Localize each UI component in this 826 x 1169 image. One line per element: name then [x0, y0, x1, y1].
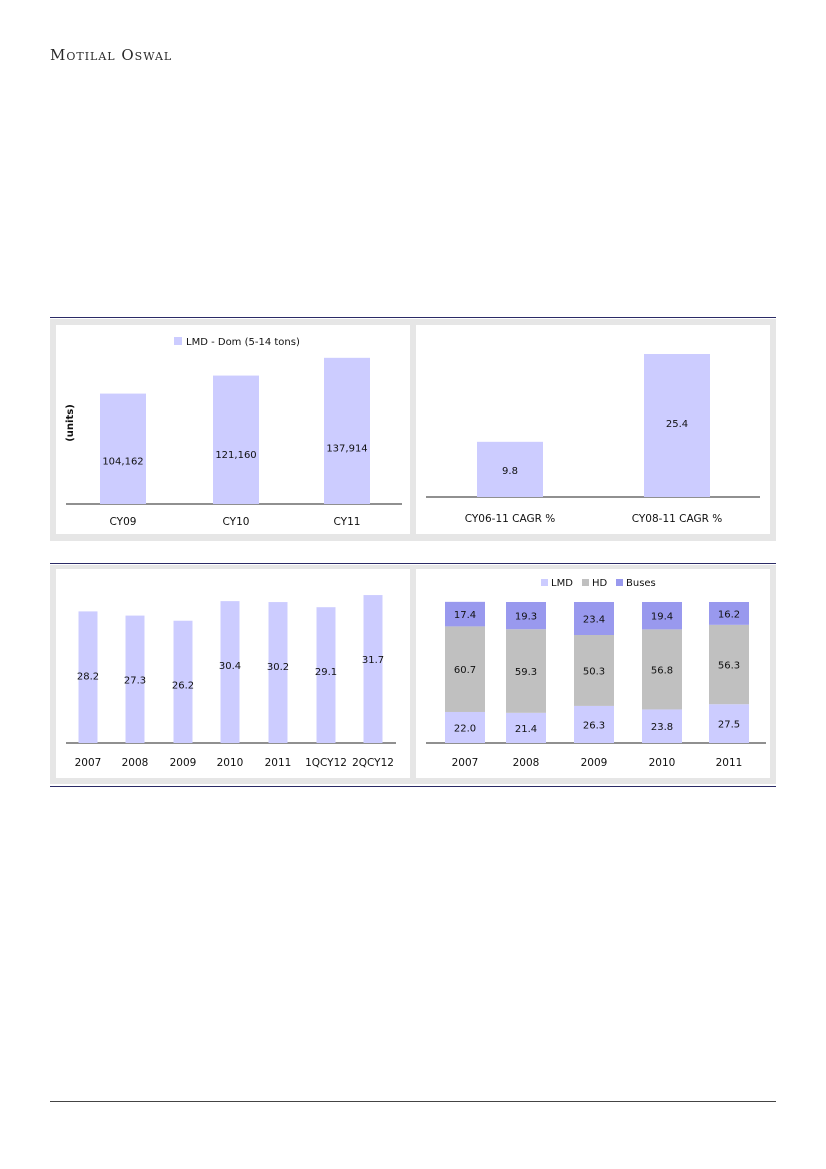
tick-label: 2009	[581, 757, 608, 769]
data-label: 31.7	[362, 655, 384, 666]
y-axis-label: (units)	[65, 404, 76, 442]
data-label: 30.4	[219, 661, 241, 672]
data-label: 137,914	[326, 443, 367, 454]
tick-label: CY09	[110, 516, 137, 528]
data-label: 21.4	[515, 724, 537, 735]
data-label: 60.7	[454, 665, 476, 676]
bar-segment-buses	[445, 601, 485, 627]
bar-segment-hd	[642, 629, 682, 710]
bar-cagr	[644, 354, 710, 497]
data-label: 17.4	[454, 610, 476, 621]
bar-segment-hd	[574, 634, 614, 706]
legend-swatch-hd	[582, 579, 589, 586]
data-label: 104,162	[102, 456, 143, 467]
data-label: 23.4	[583, 614, 605, 625]
bar-segment-hd	[709, 624, 749, 705]
tick-label: CY08-11 CAGR %	[632, 513, 723, 525]
tick-label: CY06-11 CAGR %	[465, 513, 556, 525]
tick-label: 2007	[452, 757, 479, 769]
data-label: 26.2	[172, 681, 194, 692]
tick-label: 1QCY12	[305, 757, 347, 769]
legend-swatch-buses	[616, 579, 623, 586]
tick-label: 2010	[217, 757, 244, 769]
tick-label: 2011	[265, 757, 292, 769]
chart-yearly-share: 28.2 2007 27.3 2008 26.2 2009 30.4 2010 30.2 2011…	[56, 569, 410, 778]
tick-label: CY10	[223, 516, 250, 528]
legend-label: HD	[592, 578, 608, 589]
data-label: 16.2	[718, 609, 740, 620]
tick-label: 2009	[170, 757, 197, 769]
tick-label: 2007	[75, 757, 102, 769]
bar-cy10	[213, 375, 259, 504]
data-label: 50.3	[583, 666, 605, 677]
bar-segment-lmd	[574, 705, 614, 743]
section-rule-bottom	[50, 786, 776, 787]
data-label: 29.1	[315, 667, 337, 678]
data-label: 121,160	[215, 450, 256, 461]
bar-segment-lmd	[445, 711, 485, 743]
tick-label: 2011	[716, 757, 743, 769]
legend-swatch-lmd-dom	[174, 337, 182, 345]
bar-segment-buses	[506, 602, 546, 630]
data-label: 27.3	[124, 676, 146, 687]
data-label: 9.8	[502, 466, 518, 477]
footer-rule	[50, 1101, 776, 1102]
data-label: 23.8	[651, 722, 673, 733]
legend-swatch-lmd	[541, 579, 548, 586]
tick-label: 2010	[649, 757, 676, 769]
chart-yearly-share-svg: 28.2 2007 27.3 2008 26.2 2009 30.4 2010 30.2 2011…	[66, 595, 396, 769]
chart-segment-mix-svg: 22.0 60.7 17.4 2007 21.4 59.3 19.3 2008 26.3 50.3…	[426, 578, 766, 769]
data-label: 28.2	[77, 671, 99, 682]
section-rule-middle	[50, 563, 776, 564]
bar-segment-buses	[574, 602, 614, 635]
tick-label: 2008	[513, 757, 540, 769]
data-label: 25.4	[666, 419, 688, 430]
chart-cagr-comparison-svg: 9.8 CY06-11 CAGR % 25.4 CY08-11 CAGR %	[426, 354, 760, 525]
tick-label: CY11	[334, 516, 361, 528]
bar-2011	[268, 602, 288, 743]
bar-segment-lmd	[506, 712, 546, 743]
data-label: 27.5	[718, 720, 740, 731]
bar-segment-hd	[506, 629, 546, 713]
data-label: 19.3	[515, 612, 537, 623]
bar-2007	[78, 611, 98, 743]
tick-label: 2QCY12	[352, 757, 394, 769]
data-label: 22.0	[454, 723, 476, 734]
bar-cy09	[100, 393, 146, 504]
bar-segment-buses	[709, 602, 749, 625]
chart-lmd-domestic-volumes: 104,162 CY09 121,160 CY10 137,914 CY11 LMD - D…	[56, 325, 410, 534]
tick-label: 2008	[122, 757, 149, 769]
bar-2010	[220, 601, 240, 743]
brand-logo: Motilal Oswal	[50, 46, 173, 64]
legend-label: Buses	[626, 578, 656, 589]
bar-segment-lmd	[709, 704, 749, 743]
bar-segment-buses	[642, 602, 682, 630]
chart-segment-mix: 22.0 60.7 17.4 2007 21.4 59.3 19.3 2008 26.3 50.3…	[416, 569, 770, 778]
legend-label: LMD	[551, 578, 573, 589]
data-label: 59.3	[515, 667, 537, 678]
legend-label: LMD - Dom (5-14 tons)	[186, 337, 300, 348]
data-label: 26.3	[583, 720, 605, 731]
bar-segment-hd	[445, 626, 485, 712]
chart-cagr-comparison: 9.8 CY06-11 CAGR % 25.4 CY08-11 CAGR %	[416, 325, 770, 534]
bar-cy11	[324, 357, 370, 504]
bar-cagr	[477, 441, 543, 497]
bar-2qcy12	[363, 595, 383, 743]
data-label: 56.3	[718, 661, 740, 672]
bar-2008	[125, 615, 145, 743]
data-label: 19.4	[651, 612, 673, 623]
bar-segment-lmd	[642, 709, 682, 743]
bar-2009	[173, 620, 193, 743]
section-rule-top	[50, 317, 776, 318]
chart-lmd-domestic-volumes-svg: 104,162 CY09 121,160 CY10 137,914 CY11 LMD - D…	[65, 337, 402, 528]
data-label: 30.2	[267, 662, 289, 673]
bar-1qcy12	[316, 607, 336, 743]
data-label: 56.8	[651, 665, 673, 676]
